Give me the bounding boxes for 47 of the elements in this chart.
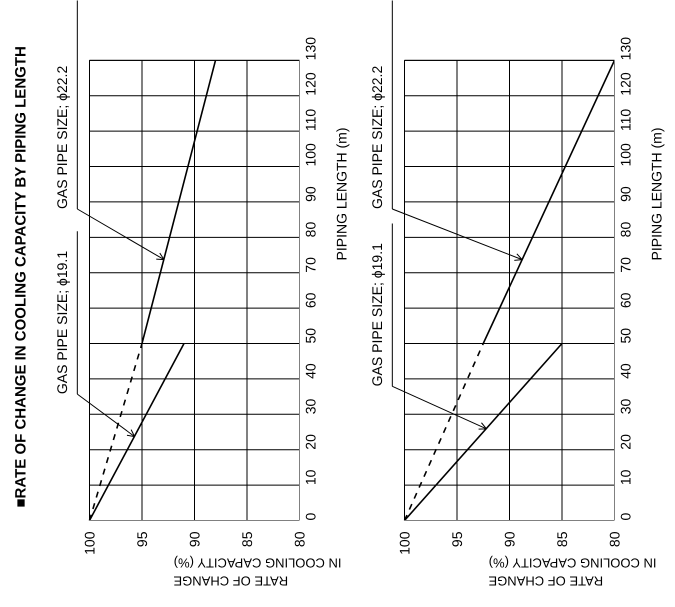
y-tick-label: 40 bbox=[302, 363, 318, 379]
y-tick-label: 70 bbox=[618, 256, 634, 273]
y-tick-label: 30 bbox=[618, 398, 634, 414]
x-tick-label: 85 bbox=[554, 531, 570, 548]
y-tick-label: 10 bbox=[302, 469, 318, 486]
y-tick-label: 100 bbox=[302, 142, 318, 167]
y-tick-label: 50 bbox=[618, 328, 634, 344]
x-axis-title: RATE OF CHANGE IN COOLING CAPACITY (%) bbox=[488, 555, 657, 588]
y-tick-label: 110 bbox=[302, 108, 318, 132]
y-tick-label: 90 bbox=[302, 186, 318, 202]
y-tick-label: 20 bbox=[302, 434, 318, 450]
y-tick-label: 70 bbox=[302, 256, 318, 273]
y-tick-label: 10 bbox=[618, 469, 634, 486]
x-tick-label: 95 bbox=[449, 531, 465, 548]
y-tick-label: 130 bbox=[302, 36, 318, 60]
y-tick-label: 0 bbox=[302, 512, 318, 520]
y-axis-title: PIPING LENGTH (m) bbox=[334, 127, 350, 260]
y-tick-label: 30 bbox=[302, 398, 318, 414]
annotation: GAS PIPE SIZE; ϕ22.2 bbox=[54, 66, 70, 209]
y-tick-label: 20 bbox=[618, 434, 634, 450]
text: ■RATE OF CHANGE IN COOLING CAPACITY BY PIPING LENGTH bbox=[12, 46, 30, 508]
y-tick-label: 120 bbox=[618, 72, 634, 96]
y-tick-label: 90 bbox=[618, 186, 634, 202]
y-tick-label: 60 bbox=[302, 292, 318, 308]
y-tick-label: 80 bbox=[618, 222, 634, 238]
x-axis-title: RATE OF CHANGE IN COOLING CAPACITY (%) bbox=[173, 555, 342, 588]
y-tick-label: 40 bbox=[618, 363, 634, 379]
y-tick-label: 80 bbox=[302, 222, 318, 238]
y-tick-label: 110 bbox=[618, 108, 634, 132]
x-tick-label: 90 bbox=[186, 531, 202, 548]
y-tick-label: 0 bbox=[618, 512, 634, 520]
annotation: GAS PIPE SIZE; ϕ19.1 bbox=[54, 250, 70, 394]
x-tick-label: 100 bbox=[82, 531, 98, 555]
x-tick-label: 80 bbox=[606, 531, 622, 548]
annotation: GAS PIPE SIZE; ϕ19.1 bbox=[369, 242, 386, 386]
y-tick-label: 50 bbox=[302, 328, 318, 344]
x-tick-label: 95 bbox=[134, 531, 150, 548]
x-tick-label: 90 bbox=[502, 531, 518, 548]
annotation: GAS PIPE SIZE; ϕ22.2 bbox=[369, 66, 386, 209]
y-tick-label: 60 bbox=[618, 292, 634, 308]
x-tick-label: 100 bbox=[396, 531, 412, 555]
y-tick-label: 120 bbox=[302, 72, 318, 96]
y-tick-label: 130 bbox=[618, 36, 634, 60]
x-tick-label: 80 bbox=[292, 531, 308, 548]
y-tick-label: 100 bbox=[618, 142, 634, 167]
x-tick-label: 85 bbox=[239, 531, 255, 548]
y-axis-title: PIPING LENGTH (m) bbox=[648, 127, 664, 260]
